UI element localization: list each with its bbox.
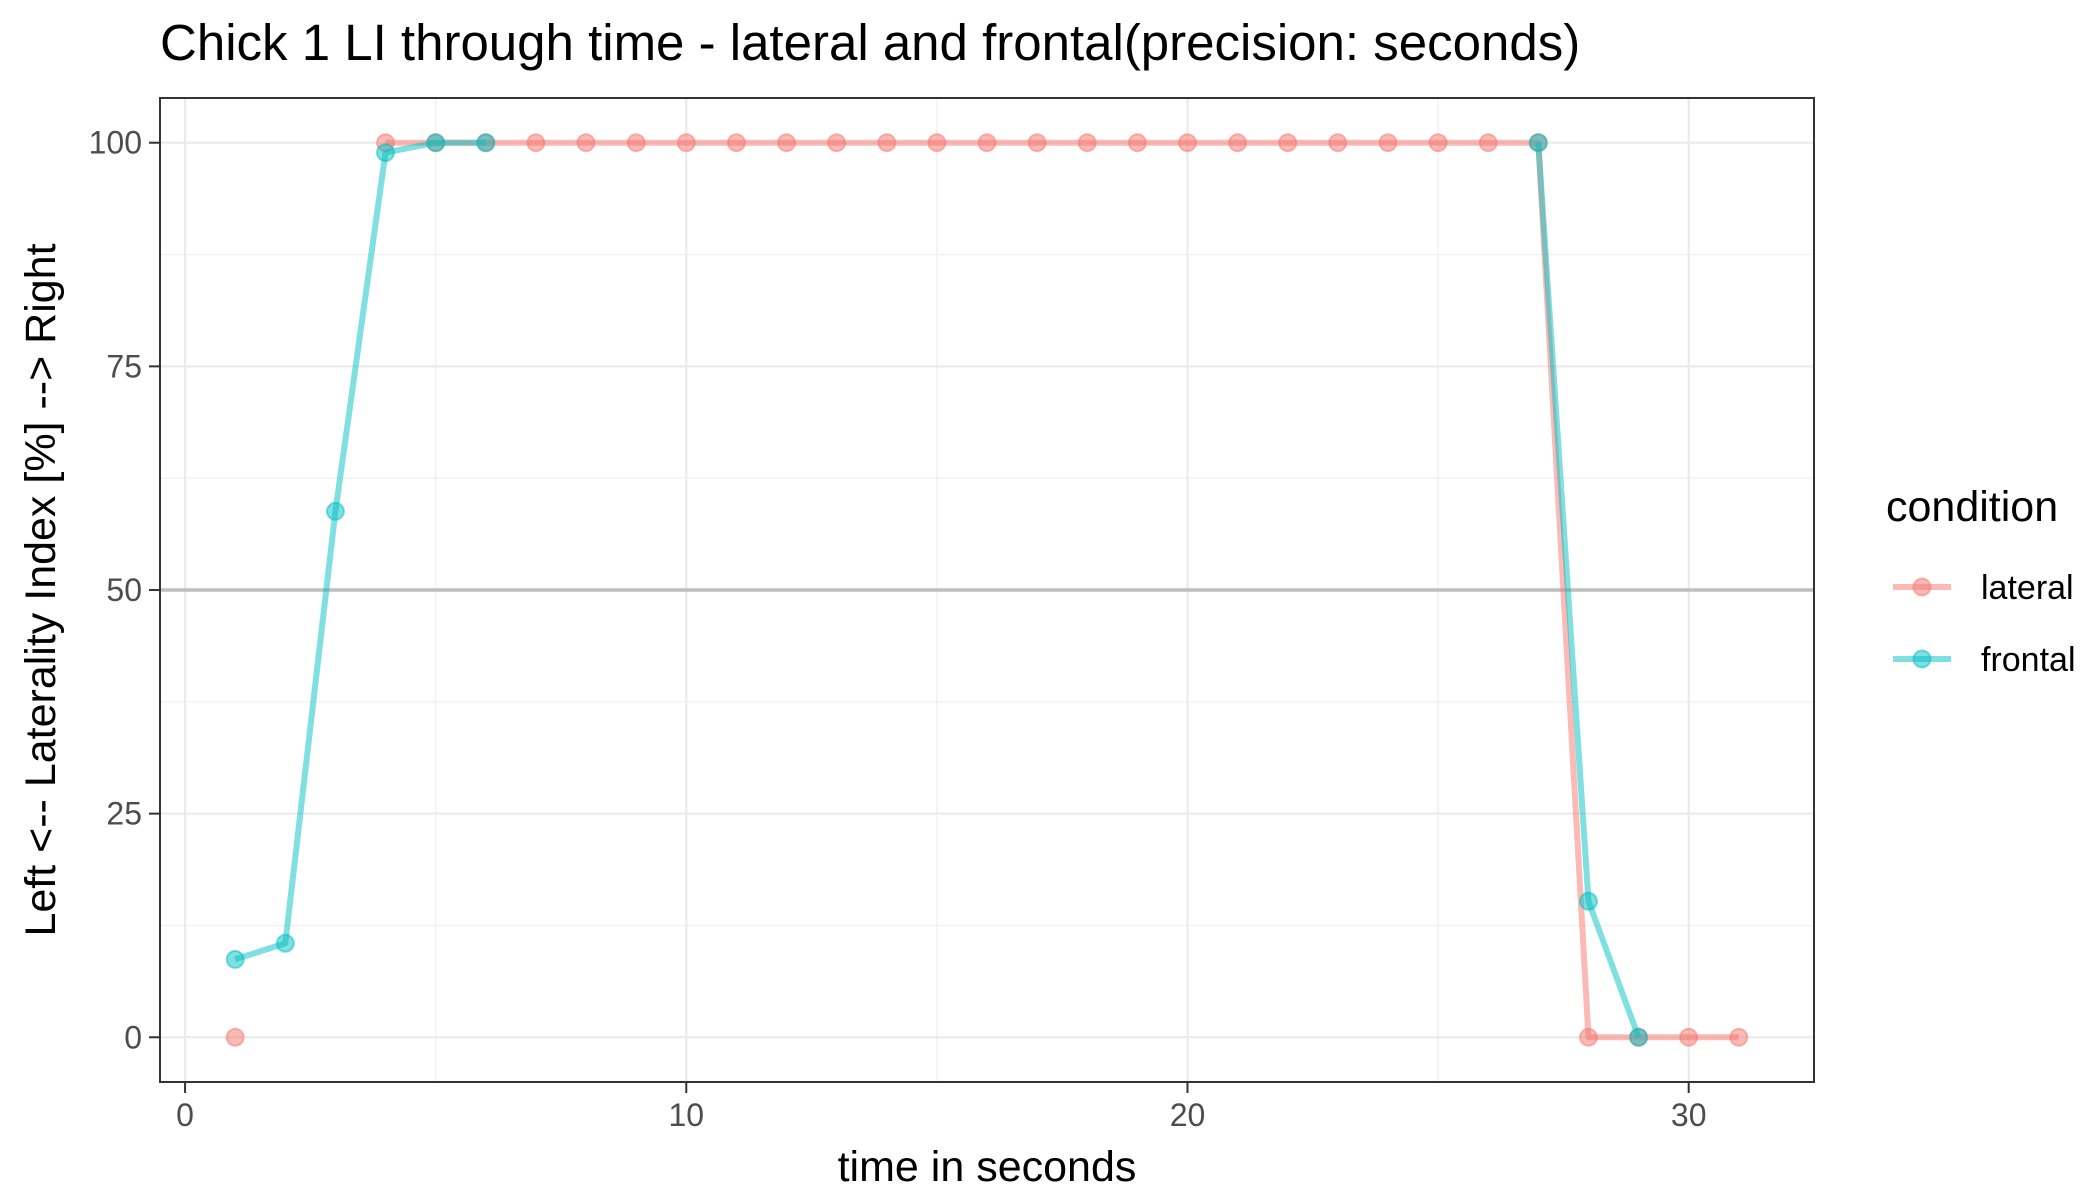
x-tick-label: 30 <box>1671 1097 1707 1133</box>
lateral-point <box>1127 133 1147 153</box>
lateral-point <box>927 133 947 153</box>
lateral-point <box>1278 133 1298 153</box>
x-axis: 0 10 20 30 <box>176 1082 1706 1133</box>
lateral-point <box>225 1027 245 1047</box>
frontal-point <box>275 933 295 953</box>
frontal-point <box>376 143 395 163</box>
series-lateral <box>225 133 1749 1047</box>
y-tick-label: 100 <box>89 125 142 161</box>
frontal-point <box>225 949 245 969</box>
lateral-point <box>576 133 596 153</box>
lateral-point <box>877 133 897 153</box>
lateral-point <box>626 133 646 153</box>
lateral-point <box>977 133 997 153</box>
y-tick-label: 75 <box>106 348 142 384</box>
legend-item-frontal: frontal <box>1893 641 2076 679</box>
frontal-point <box>325 501 345 521</box>
x-tick-label: 10 <box>668 1097 704 1133</box>
legend-title: condition <box>1886 483 2058 531</box>
lateral-point <box>1328 133 1348 153</box>
lateral-point <box>1228 133 1248 153</box>
legend-item-lateral: lateral <box>1893 569 2074 607</box>
y-axis-title: Left <-- Laterality Index [%] --> Right <box>17 243 65 936</box>
frontal-point <box>1528 133 1548 153</box>
chart-title: Chick 1 LI through time - lateral and fr… <box>160 14 1580 71</box>
frontal-point <box>1579 891 1598 911</box>
frontal-point <box>476 133 496 153</box>
lateral-point <box>1077 133 1097 153</box>
x-tick-label: 0 <box>176 1097 194 1133</box>
lateral-point <box>726 133 746 153</box>
y-axis: 0 25 50 75 100 <box>89 125 160 1055</box>
series-layer <box>225 133 1749 1047</box>
frontal-point <box>426 133 446 153</box>
lateral-point <box>1178 133 1197 153</box>
lateral-point <box>1378 133 1398 153</box>
lateral-point <box>1027 133 1047 153</box>
y-tick-label: 50 <box>106 572 142 608</box>
legend-key-point <box>1912 577 1932 597</box>
x-axis-title: time in seconds <box>838 1143 1137 1191</box>
lateral-point <box>1679 1027 1699 1047</box>
series-frontal <box>225 133 1649 1047</box>
lateral-point <box>676 133 696 153</box>
legend-label: lateral <box>1981 569 2074 607</box>
lateral-point <box>827 133 847 153</box>
legend-label: frontal <box>1981 641 2076 679</box>
lateral-point <box>526 133 546 153</box>
lateral-point <box>777 133 796 153</box>
legend: condition lateral frontal <box>1886 483 2076 679</box>
frontal-point <box>1629 1027 1649 1047</box>
lateral-point <box>1428 133 1448 153</box>
x-tick-label: 20 <box>1170 1097 1206 1133</box>
y-tick-label: 25 <box>106 796 142 832</box>
legend-key-point <box>1912 649 1932 669</box>
y-tick-label: 0 <box>124 1019 142 1055</box>
lateral-line <box>385 139 1739 1041</box>
lateral-point <box>1478 133 1498 153</box>
lateral-point <box>1579 1027 1598 1047</box>
lateral-point <box>1729 1027 1749 1047</box>
